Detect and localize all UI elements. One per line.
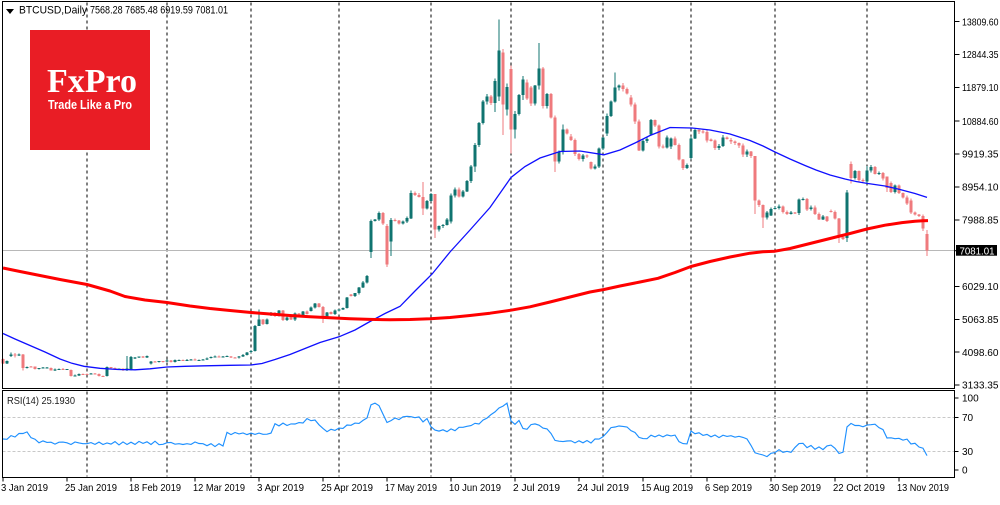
- svg-text:7081.01: 7081.01: [960, 246, 995, 257]
- svg-text:10 Jun 2019: 10 Jun 2019: [449, 482, 501, 494]
- svg-text:24 Jul 2019: 24 Jul 2019: [577, 482, 629, 494]
- svg-text:70: 70: [962, 413, 974, 424]
- svg-text:3 Jan 2019: 3 Jan 2019: [1, 482, 48, 494]
- svg-text:Trade Like a Pro: Trade Like a Pro: [48, 98, 132, 112]
- svg-text:7988.85: 7988.85: [962, 215, 999, 226]
- svg-text:FxPro: FxPro: [47, 63, 137, 100]
- svg-text:15 Aug 2019: 15 Aug 2019: [641, 482, 693, 494]
- svg-text:12 Mar 2019: 12 Mar 2019: [193, 482, 245, 494]
- svg-text:8954.10: 8954.10: [962, 183, 999, 194]
- svg-text:12844.35: 12844.35: [962, 50, 999, 61]
- svg-text:22 Oct 2019: 22 Oct 2019: [833, 482, 885, 494]
- svg-text:13 Nov 2019: 13 Nov 2019: [897, 482, 949, 494]
- svg-text:3 Apr 2019: 3 Apr 2019: [257, 482, 304, 494]
- svg-text:17 May 2019: 17 May 2019: [385, 482, 437, 494]
- svg-text:5063.85: 5063.85: [962, 315, 999, 326]
- svg-text:2 Jul 2019: 2 Jul 2019: [513, 482, 560, 494]
- svg-text:9919.35: 9919.35: [962, 150, 999, 161]
- svg-text:30: 30: [962, 447, 974, 458]
- svg-text:13809.60: 13809.60: [962, 17, 999, 28]
- svg-text:11879.10: 11879.10: [962, 83, 999, 94]
- svg-text:BTCUSD,Daily: BTCUSD,Daily: [19, 5, 87, 17]
- svg-text:RSI(14) 25.1930: RSI(14) 25.1930: [7, 395, 75, 407]
- svg-text:30 Sep 2019: 30 Sep 2019: [769, 482, 821, 494]
- svg-text:3133.35: 3133.35: [962, 381, 999, 392]
- svg-text:10884.60: 10884.60: [962, 117, 999, 128]
- svg-text:7568.28 7685.48 6919.59 7081.0: 7568.28 7685.48 6919.59 7081.01: [90, 5, 228, 17]
- svg-text:6029.10: 6029.10: [962, 282, 999, 293]
- svg-text:25 Apr 2019: 25 Apr 2019: [321, 482, 373, 494]
- svg-text:4098.60: 4098.60: [962, 348, 999, 359]
- svg-text:6 Sep 2019: 6 Sep 2019: [705, 482, 752, 494]
- svg-text:100: 100: [962, 394, 979, 405]
- svg-text:18 Feb 2019: 18 Feb 2019: [129, 482, 181, 494]
- svg-text:25 Jan 2019: 25 Jan 2019: [65, 482, 117, 494]
- svg-text:0: 0: [962, 466, 968, 477]
